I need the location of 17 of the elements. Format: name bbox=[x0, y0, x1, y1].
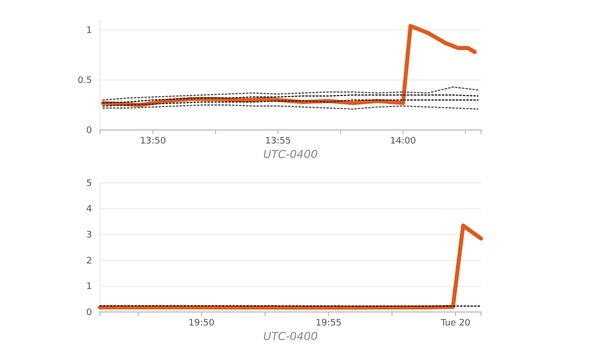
x-tick-label: 13:50 bbox=[140, 136, 166, 146]
x-tick-label: 19:55 bbox=[316, 318, 342, 328]
y-tick-label: 1 bbox=[86, 26, 92, 36]
y-tick-label: 1 bbox=[86, 282, 92, 292]
y-tick-label: 0.5 bbox=[78, 76, 92, 86]
y-tick-label: 2 bbox=[86, 256, 92, 266]
y-tick-label: 0 bbox=[86, 308, 92, 318]
x-tick-label: Tue 20 bbox=[440, 318, 471, 328]
x-axis-title: UTC-0400 bbox=[263, 330, 318, 343]
x-tick-label: 19:50 bbox=[188, 318, 215, 328]
y-tick-label: 4 bbox=[86, 204, 92, 215]
y-tick-label: 0 bbox=[86, 126, 92, 136]
x-tick-label: 13:55 bbox=[265, 136, 292, 146]
y-tick-label: 3 bbox=[86, 230, 92, 240]
x-axis-title: UTC-0400 bbox=[263, 148, 318, 161]
y-tick-label: 5 bbox=[86, 178, 92, 189]
x-tick-label: 14:00 bbox=[390, 136, 416, 146]
